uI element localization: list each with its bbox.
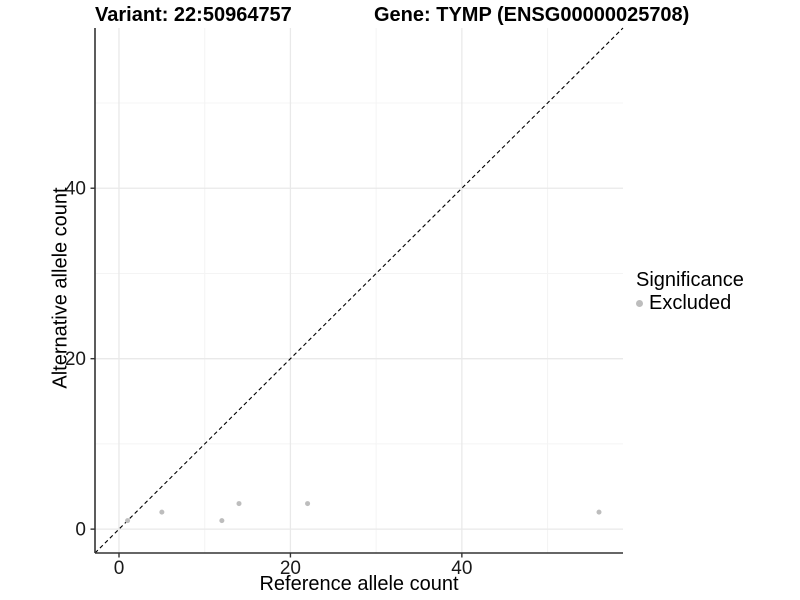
variant-title: Variant: 22:50964757 — [95, 4, 292, 26]
data-point — [236, 501, 242, 507]
legend-title: Significance — [636, 269, 744, 291]
legend-item-excluded: Excluded — [636, 292, 744, 315]
data-point — [125, 518, 131, 524]
x-tick-label: 0 — [114, 558, 125, 579]
y-axis-title: Alternative allele count — [49, 187, 72, 389]
data-point — [219, 518, 225, 524]
data-point — [596, 509, 602, 515]
data-point — [159, 509, 165, 515]
y-tick-label: 0 — [75, 520, 86, 541]
data-point — [305, 501, 311, 507]
excluded-point-icon — [636, 300, 643, 307]
x-tick-label: 40 — [451, 558, 472, 579]
legend: Significance Excluded — [636, 269, 744, 315]
y-tick-label: 40 — [65, 179, 86, 200]
x-tick-label: 20 — [280, 558, 301, 579]
identity-line — [94, 27, 624, 554]
y-tick-label: 20 — [65, 349, 86, 370]
x-axis-title: Reference allele count — [259, 573, 459, 595]
legend-item-label: Excluded — [649, 292, 732, 314]
gene-title: Gene: TYMP (ENSG00000025708) — [374, 4, 690, 26]
